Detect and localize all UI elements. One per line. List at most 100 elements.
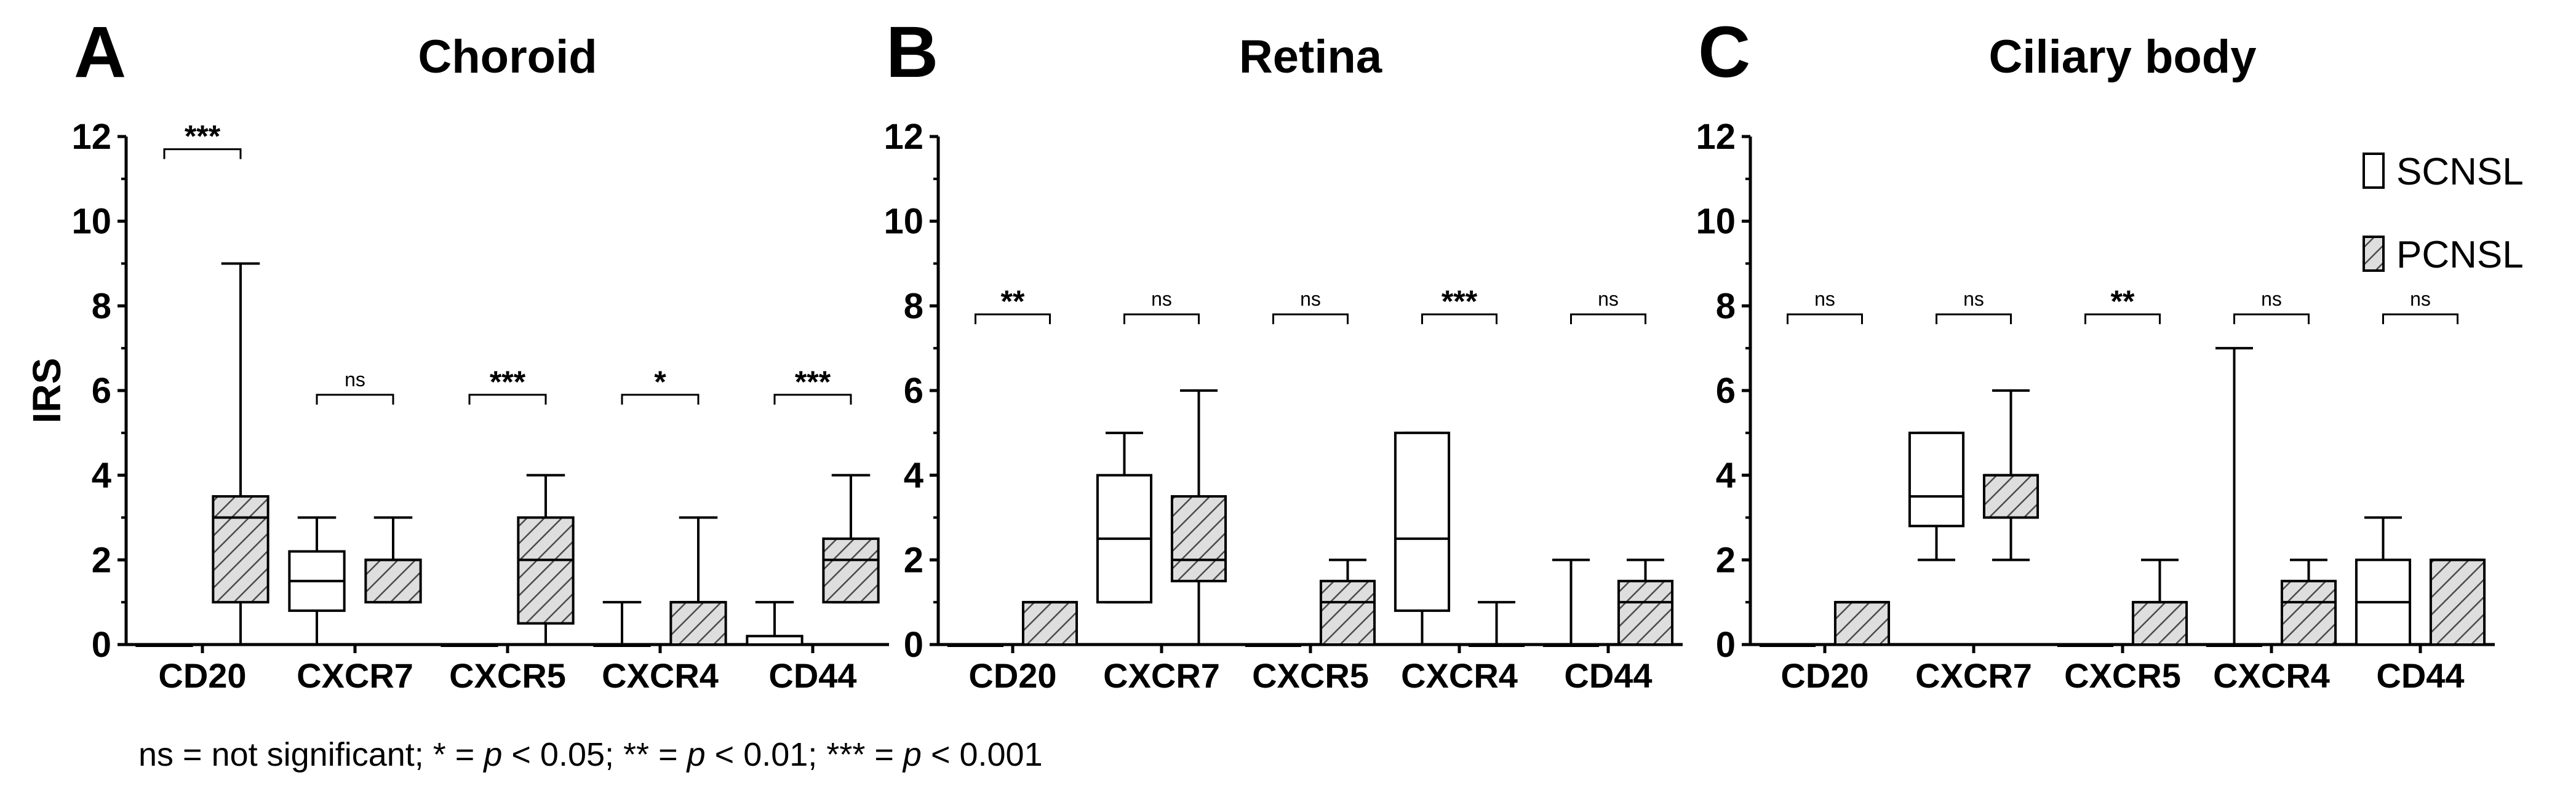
bracket-line: [316, 394, 394, 405]
box-pcnsl: [2131, 558, 2188, 646]
x-tick-label: CD20: [968, 656, 1056, 695]
box-body: [2429, 558, 2486, 646]
y-tick-label: 6: [92, 371, 111, 411]
box-pcnsl: [212, 262, 269, 646]
panel-c: C Ciliary body 0 2 4 6 8 10 12 CD20 CXCR7 CXCR5 CXCR…: [1696, 12, 2523, 695]
x-tick-label: CXCR5: [449, 656, 566, 695]
legend-swatch-pcnsl: [2363, 236, 2385, 272]
significance-bracket: *: [621, 365, 700, 405]
box-pcnsl: [1021, 601, 1079, 646]
box-pcnsl: [1170, 389, 1227, 646]
significance-bracket: ns: [2233, 288, 2310, 325]
y-tick-label: 4: [904, 456, 923, 496]
x-tick-label: CD44: [2376, 656, 2464, 695]
legend: SCNSL PCNSL: [2363, 151, 2524, 276]
significance-bracket: ns: [1570, 288, 1646, 325]
box-body: [1319, 579, 1376, 646]
significance-label: **: [2111, 284, 2135, 319]
panel-letter: A: [74, 12, 126, 93]
box-body: [1833, 601, 1891, 646]
legend-label-pcnsl: PCNSL: [2396, 234, 2524, 276]
box-body: [669, 601, 727, 646]
box-scnsl: [2355, 516, 2412, 646]
box-body: [517, 516, 575, 625]
box-scnsl: [1542, 558, 1600, 647]
box-scnsl: [947, 643, 1004, 647]
bracket-line: [468, 394, 547, 405]
box-body: [364, 558, 422, 604]
bracket-line: [163, 148, 242, 159]
y-tick-label: 8: [92, 286, 111, 326]
bracket-line: [1123, 313, 1200, 325]
y-tick-label: 6: [1716, 371, 1736, 411]
significance-label: ns: [1151, 288, 1172, 310]
significance-label: ns: [1963, 288, 1984, 310]
x-tick-label: CD44: [768, 656, 856, 695]
footnote-text-a: ns = not significant; * =: [138, 736, 484, 773]
box-body: [1617, 579, 1674, 646]
y-axis-label: IRS: [25, 358, 69, 424]
significance-label: ns: [1598, 288, 1619, 310]
y-tick-label: 4: [1716, 456, 1736, 496]
box-scnsl: [2206, 347, 2263, 647]
y-tick-label: 2: [92, 540, 111, 580]
y-tick-label: 8: [1716, 286, 1736, 326]
y-tick-label: 12: [71, 117, 111, 157]
footnote: ns = not significant; * = p < 0.05; ** =…: [138, 736, 1043, 773]
box-pcnsl: [1319, 558, 1376, 646]
y-tick-label: 10: [883, 202, 923, 242]
box-pcnsl: [822, 474, 880, 604]
box-body: [212, 495, 269, 604]
box-pcnsl: [1833, 601, 1891, 646]
x-tick-label: CXCR5: [1252, 656, 1369, 695]
box-pcnsl: [2429, 558, 2486, 646]
footnote-text-b: < 0.05; ** =: [502, 736, 687, 773]
box-body: [1021, 601, 1079, 646]
footnote-p1: p: [482, 736, 502, 773]
x-tick-label: CXCR4: [602, 656, 719, 695]
panel-title: Retina: [1239, 31, 1382, 83]
box-body: [746, 635, 804, 646]
significance-label: *: [654, 365, 666, 399]
bracket-line: [1936, 313, 2012, 325]
panel-b: B Retina 0 2 4 6 8 10 12 CD20 CXCR7 CXCR5 CXCR4 CD44 *…: [883, 12, 1683, 695]
panel-letter: B: [886, 12, 938, 93]
y-tick-label: 2: [1716, 540, 1736, 580]
x-tick-label: CXCR4: [1401, 656, 1518, 695]
x-tick-label: CD20: [158, 656, 246, 695]
box-scnsl: [1394, 431, 1451, 646]
significance-bracket: ns: [1787, 288, 1863, 325]
bracket-line: [2084, 313, 2161, 325]
box-scnsl: [1096, 431, 1153, 604]
significance-bracket: ns: [1936, 288, 2012, 325]
box-scnsl: [593, 601, 651, 647]
significance-bracket: ***: [163, 119, 242, 159]
y-tick-label: 0: [904, 625, 923, 665]
footnote-text-d: < 0.001: [922, 736, 1043, 773]
y-tick-label: 10: [71, 202, 111, 242]
x-tick-label: CXCR7: [297, 656, 413, 695]
footnote-p2: p: [686, 736, 706, 773]
y-tick-label: 12: [1696, 117, 1736, 157]
y-tick-label: 0: [1716, 625, 1736, 665]
bracket-line: [1421, 313, 1497, 325]
significance-label: ***: [490, 365, 526, 399]
box-pcnsl: [2280, 558, 2337, 646]
x-tick-label: CD44: [1564, 656, 1652, 695]
y-tick-label: 10: [1696, 202, 1736, 242]
significance-bracket: ns: [316, 368, 394, 405]
significance-bracket: ns: [1272, 288, 1349, 325]
significance-label: ns: [2410, 288, 2431, 310]
significance-label: ns: [345, 368, 365, 391]
significance-label: ns: [1300, 288, 1321, 310]
significance-label: ***: [185, 119, 221, 154]
y-tick-label: 8: [904, 286, 923, 326]
box-pcnsl: [1617, 558, 1674, 646]
box-scnsl: [441, 643, 498, 647]
box-scnsl: [288, 516, 346, 646]
bracket-line: [2382, 313, 2458, 325]
box-pcnsl: [517, 474, 575, 646]
box-body: [1394, 431, 1451, 612]
